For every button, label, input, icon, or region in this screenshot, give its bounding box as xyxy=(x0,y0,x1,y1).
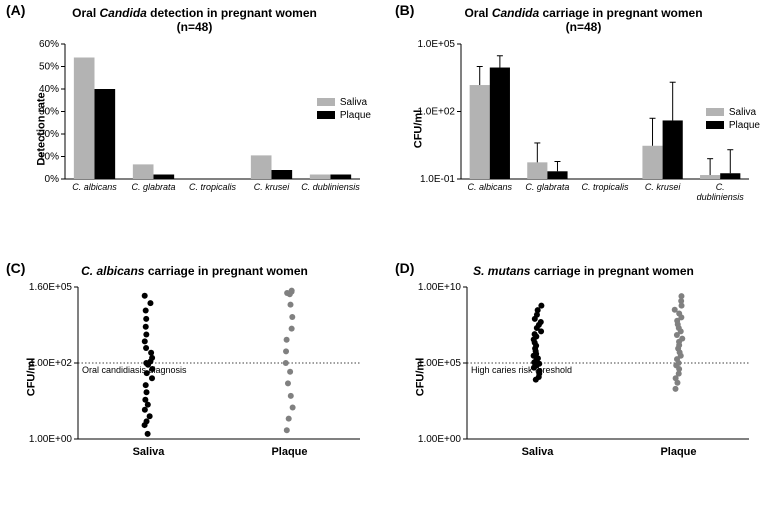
figure-grid: (A) Oral Candida detection in pregnant w… xyxy=(0,0,778,515)
panel-c: (C) C. albicans carriage in pregnant wom… xyxy=(0,258,389,515)
svg-text:Plaque: Plaque xyxy=(271,446,307,458)
svg-text:1.00E+00: 1.00E+00 xyxy=(29,434,73,445)
svg-text:1.60E+05: 1.60E+05 xyxy=(29,282,73,293)
panel-d-title: S. mutans carriage in pregnant women xyxy=(399,264,768,278)
panel-a: (A) Oral Candida detection in pregnant w… xyxy=(0,0,389,258)
panel-d-label: (D) xyxy=(395,260,414,276)
svg-text:1.0E+05: 1.0E+05 xyxy=(417,39,455,50)
svg-text:Saliva: Saliva xyxy=(522,446,555,458)
panel-b-ylabel: CFU/ml xyxy=(412,110,424,149)
panel-a-legend: SalivaPlaque xyxy=(317,97,371,123)
svg-text:Plaque: Plaque xyxy=(660,446,696,458)
panel-a-title: Oral Candida detection in pregnant women… xyxy=(10,6,379,35)
panel-a-subtitle: (n=48) xyxy=(177,20,213,34)
panel-b-chart: 1.0E-011.0E+021.0E+05C. albicansC. glabr… xyxy=(399,39,768,219)
panel-c-threshold-label: Oral candidiasis diagnosis xyxy=(82,365,187,375)
panel-b-legend: SalivaPlaque xyxy=(706,107,760,133)
panel-a-label: (A) xyxy=(6,2,25,18)
svg-text:1.0E-01: 1.0E-01 xyxy=(420,174,455,185)
panel-d-threshold-label: High caries risk threshold xyxy=(471,365,572,375)
panel-a-ylabel: Detection rate xyxy=(36,92,48,165)
panel-c-chart: 1.00E+004.00E+021.60E+05SalivaPlaqueOral… xyxy=(10,282,379,472)
panel-a-chart: 0%10%20%30%40%50%60%C. albicansC. glabra… xyxy=(10,39,379,219)
svg-text:1.00E+00: 1.00E+00 xyxy=(418,434,462,445)
panel-d-chart: 1.00E+001.00E+051.00E+10SalivaPlaqueHigh… xyxy=(399,282,768,472)
panel-d-ylabel: CFU/ml xyxy=(414,358,426,397)
svg-text:Saliva: Saliva xyxy=(133,446,166,458)
panel-b-label: (B) xyxy=(395,2,414,18)
panel-c-title: C. albicans carriage in pregnant women xyxy=(10,264,379,278)
panel-b-subtitle: (n=48) xyxy=(566,20,602,34)
panel-c-ylabel: CFU/ml xyxy=(25,358,37,397)
svg-text:50%: 50% xyxy=(39,61,59,72)
panel-b-title: Oral Candida carriage in pregnant women … xyxy=(399,6,768,35)
svg-text:0%: 0% xyxy=(45,174,60,185)
panel-c-label: (C) xyxy=(6,260,25,276)
panel-b: (B) Oral Candida carriage in pregnant wo… xyxy=(389,0,778,258)
panel-d: (D) S. mutans carriage in pregnant women… xyxy=(389,258,778,515)
svg-text:1.00E+10: 1.00E+10 xyxy=(418,282,462,293)
svg-text:60%: 60% xyxy=(39,39,59,50)
